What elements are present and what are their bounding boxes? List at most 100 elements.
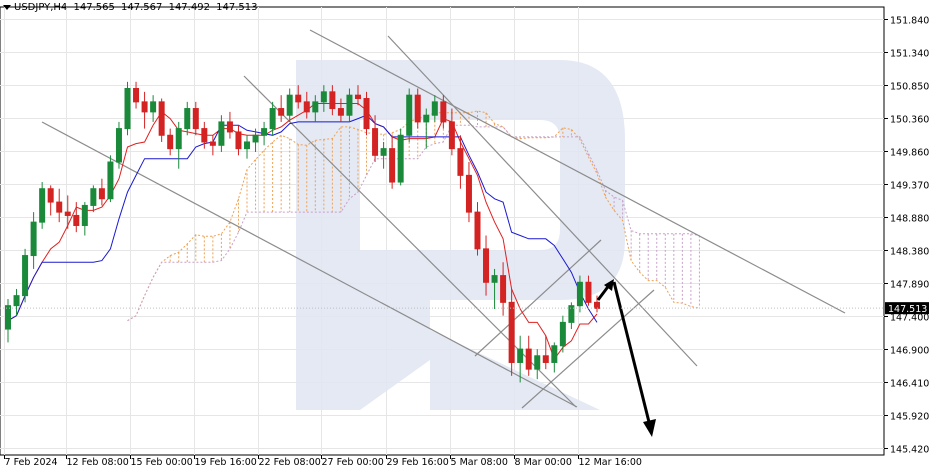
trendline — [521, 289, 655, 409]
y-tick-label: 148.380 — [890, 247, 929, 258]
candle-body — [124, 87, 131, 130]
candle-body — [73, 214, 80, 226]
candle-body — [150, 101, 157, 113]
x-tick-label: 22 Feb 08:00 — [259, 457, 321, 468]
candle-body — [167, 134, 174, 150]
y-tick-label: 145.920 — [890, 412, 929, 423]
axes: 151.840 151.340 150.850 150.360 149.860 149.3… — [0, 16, 929, 468]
high-value: 147.567 — [121, 2, 163, 13]
candle-body — [184, 108, 191, 130]
candle-body — [47, 188, 54, 203]
candle-body — [235, 131, 242, 150]
chart-header: USDJPY,H4 147.565 147.567 147.492 147.51… — [3, 2, 260, 13]
candle-body — [508, 301, 515, 363]
x-tick-label: 8 Mar 00:00 — [515, 457, 572, 468]
tenkan-line — [7, 103, 598, 361]
candle-body — [559, 321, 566, 347]
candle-body — [525, 348, 532, 370]
candle-body — [551, 345, 558, 363]
candle-body — [5, 305, 11, 330]
candle-body — [406, 94, 413, 136]
x-tick-label: 7 Feb 2024 — [5, 457, 58, 468]
candle-body — [397, 134, 404, 183]
x-tick-label: 19 Feb 16:00 — [195, 457, 257, 468]
x-tick-label: 12 Feb 08:00 — [67, 457, 129, 468]
candle-body — [115, 128, 122, 163]
candle-body — [491, 275, 498, 283]
candle-body — [201, 128, 208, 143]
y-tick-label: 151.840 — [890, 16, 929, 27]
candle-body — [568, 305, 575, 323]
candle-body — [320, 91, 327, 103]
x-tick-label: 27 Feb 00:00 — [322, 457, 384, 468]
candle-body — [286, 94, 293, 116]
y-tick-label: 150.850 — [890, 82, 929, 93]
candle-body — [576, 281, 583, 307]
y-tick-label: 150.360 — [890, 115, 929, 126]
candle-body — [141, 101, 148, 113]
candle-body — [269, 108, 276, 130]
candle-body — [423, 114, 430, 123]
candle-body — [440, 101, 447, 123]
candle-body — [261, 128, 268, 136]
y-tick-label: 149.860 — [890, 148, 929, 159]
x-tick-label: 12 Mar 16:00 — [579, 457, 642, 468]
symbol-label: USDJPY,H4 — [14, 2, 68, 13]
candle-body — [483, 248, 490, 283]
y-tick-label: 146.900 — [890, 346, 929, 357]
candle-body — [22, 255, 29, 297]
trendline — [309, 29, 846, 314]
watermark-logo — [296, 60, 625, 410]
candle-body — [192, 108, 199, 130]
x-tick-label: 29 Feb 16:00 — [387, 457, 449, 468]
candle-body — [542, 355, 549, 363]
candle-body — [226, 121, 233, 133]
candle-body — [500, 275, 507, 303]
y-tick-label: 145.420 — [890, 445, 929, 456]
candle-body — [133, 87, 140, 103]
low-value: 147.492 — [168, 2, 210, 13]
arrow-up-head — [604, 279, 614, 291]
candle-body — [414, 94, 421, 123]
arrow-down-head — [643, 419, 656, 437]
candle-body — [295, 94, 302, 103]
candle-body — [474, 211, 481, 250]
forecast-arrows — [596, 279, 656, 437]
candle-body — [346, 94, 353, 116]
candle-body — [244, 141, 251, 150]
candles — [5, 81, 600, 383]
open-value: 147.565 — [73, 2, 115, 13]
y-tick-label: 149.370 — [890, 181, 929, 192]
kijun-line — [7, 114, 598, 323]
candle-body — [465, 174, 472, 213]
candle-body — [81, 204, 88, 226]
indicator-lines — [7, 103, 598, 361]
candle-body — [517, 348, 524, 363]
candle-body — [363, 98, 370, 130]
trendline — [387, 35, 698, 367]
y-tick-label: 148.880 — [890, 214, 929, 225]
candle-body — [90, 188, 97, 206]
candle-body — [98, 188, 105, 200]
candle-body — [107, 161, 114, 200]
candle-body — [594, 301, 600, 309]
y-tick-label: 146.410 — [890, 379, 929, 390]
close-value: 147.513 — [216, 2, 258, 13]
x-tick-label: 15 Feb 00:00 — [131, 457, 193, 468]
candle-body — [13, 295, 20, 307]
candle-body — [312, 101, 319, 113]
candle-body — [252, 134, 259, 143]
candle-body — [175, 128, 182, 150]
y-tick-label: 151.340 — [890, 49, 929, 60]
trendline — [41, 121, 578, 408]
candle-body — [30, 221, 37, 257]
candle-body — [56, 201, 63, 213]
price-tag-label: 147.513 — [888, 304, 927, 315]
candle-body — [158, 101, 165, 136]
symbol-menu-icon[interactable] — [3, 4, 11, 10]
trendline — [474, 239, 602, 357]
candle-body — [354, 94, 361, 100]
candle-body — [585, 281, 592, 303]
candle-body — [209, 141, 216, 146]
